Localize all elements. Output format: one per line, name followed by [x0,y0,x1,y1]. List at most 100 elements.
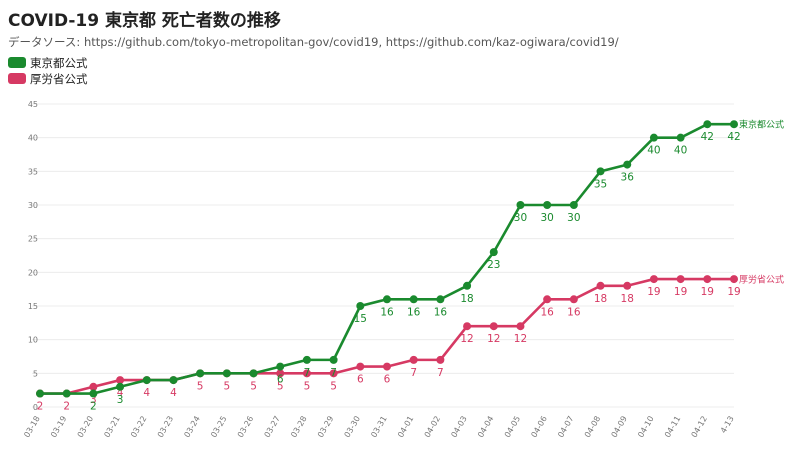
data-label-tokyo: 15 [354,313,367,325]
data-point-tokyo [623,160,632,169]
x-tick-label: 03-26 [236,415,255,440]
data-point-tokyo [516,201,525,209]
data-label-tokyo: 7 [330,367,337,379]
data-point-mhlw [302,369,311,378]
x-tick-label: 03-31 [369,415,388,440]
data-point-tokyo [676,133,685,142]
data-label-mhlw: 18 [621,293,634,305]
data-point-tokyo [703,120,712,129]
x-tick-label: 03-22 [129,415,148,440]
data-point-tokyo [302,355,311,364]
legend-swatch-tokyo [8,57,26,68]
y-tick-label: 5 [33,369,38,378]
data-point-tokyo [196,369,205,378]
data-label-mhlw: 16 [540,306,554,318]
data-point-tokyo [649,133,658,142]
y-tick-label: 35 [28,167,38,176]
x-tick-label: 04-04 [476,415,495,440]
x-tick-label: 04-07 [556,415,575,440]
data-point-mhlw [649,275,658,284]
chart-title: COVID-19 東京都 死亡者数の推移 [8,11,281,31]
y-tick-label: 30 [28,201,38,210]
data-point-mhlw [676,275,685,284]
data-point-tokyo [36,389,44,398]
data-label-tokyo: 18 [460,293,473,305]
x-tick-label: 03-21 [102,415,121,440]
data-label-tokyo: 7 [304,367,311,379]
data-point-mhlw [436,355,445,364]
data-label-tokyo: 40 [674,145,687,157]
data-label-tokyo: 3 [117,394,124,406]
chart-subtitle: データソース: https://github.com/tokyo-metropo… [8,35,619,49]
data-point-tokyo [62,389,71,398]
data-point-tokyo [463,281,472,290]
x-tick-label: 04-08 [583,415,602,440]
data-label-tokyo: 6 [277,374,284,386]
data-point-mhlw [489,322,498,331]
x-tick-label: 04-10 [636,415,655,440]
x-tick-label: 03-29 [316,415,335,440]
data-label-mhlw: 19 [727,286,740,298]
x-tick-label: 04-11 [663,415,682,440]
data-point-tokyo [730,120,738,129]
legend: 東京都公式 厚労省公式 [8,55,88,87]
y-tick-label: 10 [28,336,38,345]
legend-label-tokyo: 東京都公式 [30,55,88,70]
series-end-label-tokyo: 東京都公式 [739,119,784,131]
y-tick-label: 0 [33,403,38,412]
data-point-mhlw [730,275,738,284]
data-label-mhlw: 19 [674,286,687,298]
data-point-mhlw [356,362,365,371]
x-tick-label: 04-05 [503,415,522,440]
data-point-tokyo [436,295,445,304]
data-point-mhlw [569,295,578,304]
data-point-mhlw [116,376,125,385]
x-tick-label: 03-28 [289,415,308,440]
data-label-tokyo: 30 [514,212,527,224]
data-label-tokyo: 16 [434,306,448,318]
data-label-mhlw: 2 [37,401,44,413]
data-point-mhlw [543,295,552,304]
data-label-mhlw: 16 [567,306,581,318]
legend-item-mhlw[interactable]: 厚労省公式 [8,71,88,86]
legend-item-tokyo[interactable]: 東京都公式 [8,55,88,70]
data-point-tokyo [222,369,231,378]
data-label-tokyo: 40 [647,145,660,157]
data-point-tokyo [276,362,285,371]
data-point-tokyo [383,295,391,304]
data-label-mhlw: 4 [170,387,177,399]
data-point-tokyo [116,382,125,391]
data-label-mhlw: 12 [487,333,500,345]
data-point-tokyo [142,376,151,385]
data-label-mhlw: 6 [384,374,391,386]
y-tick-label: 20 [28,268,38,277]
x-tick-label: 03-27 [263,415,282,440]
data-label-mhlw: 5 [250,380,257,392]
x-tick-label: 04-02 [423,415,442,440]
data-label-mhlw: 5 [277,380,284,392]
data-label-tokyo: 35 [594,178,607,190]
data-label-mhlw: 19 [647,286,660,298]
x-tick-label: 04-06 [529,415,548,440]
data-point-tokyo [489,248,498,257]
data-label-tokyo: 30 [567,212,580,224]
x-tick-label: 04-03 [449,415,468,440]
data-point-tokyo [169,376,178,385]
data-label-tokyo: 2 [90,401,97,413]
x-tick-label: 03-23 [156,415,175,440]
data-label-mhlw: 4 [117,387,124,399]
data-label-mhlw: 18 [594,293,607,305]
data-label-tokyo: 23 [487,259,500,271]
data-label-tokyo: 36 [621,172,635,184]
data-label-mhlw: 3 [90,394,97,406]
data-point-mhlw [463,322,472,331]
x-tick-label: 03-19 [49,415,68,440]
data-point-mhlw [596,281,605,290]
data-point-tokyo [249,369,258,378]
data-label-mhlw: 2 [63,401,70,413]
data-label-mhlw: 5 [224,380,231,392]
data-label-mhlw: 5 [330,380,337,392]
data-point-mhlw [623,281,632,290]
data-point-mhlw [329,369,338,378]
series-end-label-mhlw: 厚労省公式 [739,274,784,286]
